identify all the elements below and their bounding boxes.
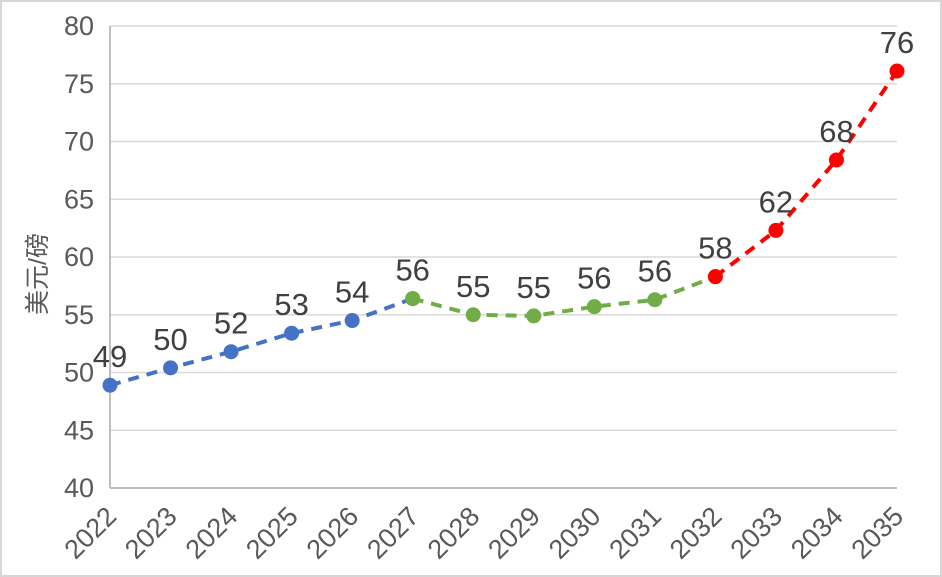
data-point-marker-segment-green xyxy=(647,292,663,308)
data-label: 56 xyxy=(395,253,429,288)
data-point-marker-segment-blue xyxy=(284,325,300,341)
data-label: 52 xyxy=(214,306,248,341)
data-label: 76 xyxy=(880,25,914,60)
y-tick-label: 60 xyxy=(64,242,94,272)
x-tick-label: 2022 xyxy=(59,501,123,565)
data-label: 54 xyxy=(335,275,369,310)
series-line-segment-blue xyxy=(109,296,414,388)
x-tick-label: 2023 xyxy=(119,501,183,565)
data-point-marker-segment-red xyxy=(707,269,723,285)
x-tick-label: 2029 xyxy=(482,501,546,565)
data-label: 56 xyxy=(577,261,611,296)
y-tick-label: 40 xyxy=(64,473,94,503)
data-label: 55 xyxy=(517,270,551,305)
x-tick-label: 2034 xyxy=(785,501,849,565)
x-tick-label: 2035 xyxy=(846,501,910,565)
data-point-marker-segment-red xyxy=(768,222,784,238)
x-tick-label: 2027 xyxy=(361,501,425,565)
data-point-marker-segment-blue xyxy=(344,313,360,329)
data-point-marker-segment-green xyxy=(465,307,481,323)
x-tick-label: 2024 xyxy=(180,501,244,565)
data-label: 55 xyxy=(456,269,490,304)
data-point-marker-segment-green xyxy=(405,291,421,307)
x-tick-label: 2033 xyxy=(724,501,788,565)
y-tick-label: 55 xyxy=(64,300,94,330)
data-point-marker-segment-blue xyxy=(223,344,239,360)
y-axis-title: 美元/磅 xyxy=(24,233,52,315)
x-tick-label: 2032 xyxy=(664,501,728,565)
y-tick-label: 50 xyxy=(64,358,94,388)
data-point-marker-segment-green xyxy=(526,308,542,324)
data-label: 68 xyxy=(819,114,853,149)
data-point-marker-segment-blue xyxy=(163,360,179,376)
data-label: 56 xyxy=(638,254,672,289)
data-point-marker-segment-blue xyxy=(102,377,118,393)
x-tick-label: 2030 xyxy=(543,501,607,565)
data-label: 50 xyxy=(153,322,187,357)
x-tick-label: 2026 xyxy=(301,501,365,565)
data-label: 58 xyxy=(698,231,732,266)
series-line-segment-green xyxy=(412,274,717,318)
y-tick-label: 70 xyxy=(64,127,94,157)
y-tick-label: 45 xyxy=(64,415,94,445)
x-tick-label: 2025 xyxy=(240,501,304,565)
y-tick-label: 65 xyxy=(64,184,94,214)
y-tick-label: 75 xyxy=(64,69,94,99)
data-point-marker-segment-red xyxy=(889,63,905,79)
data-label: 53 xyxy=(274,287,308,322)
series-line-segment-red xyxy=(714,69,899,279)
x-tick-label: 2028 xyxy=(422,501,486,565)
y-tick-label: 80 xyxy=(64,11,94,41)
data-point-marker-segment-green xyxy=(586,299,602,315)
data-point-marker-segment-red xyxy=(828,152,844,168)
x-tick-label: 2031 xyxy=(603,501,667,565)
data-label: 49 xyxy=(93,339,127,374)
data-label: 62 xyxy=(759,184,793,219)
